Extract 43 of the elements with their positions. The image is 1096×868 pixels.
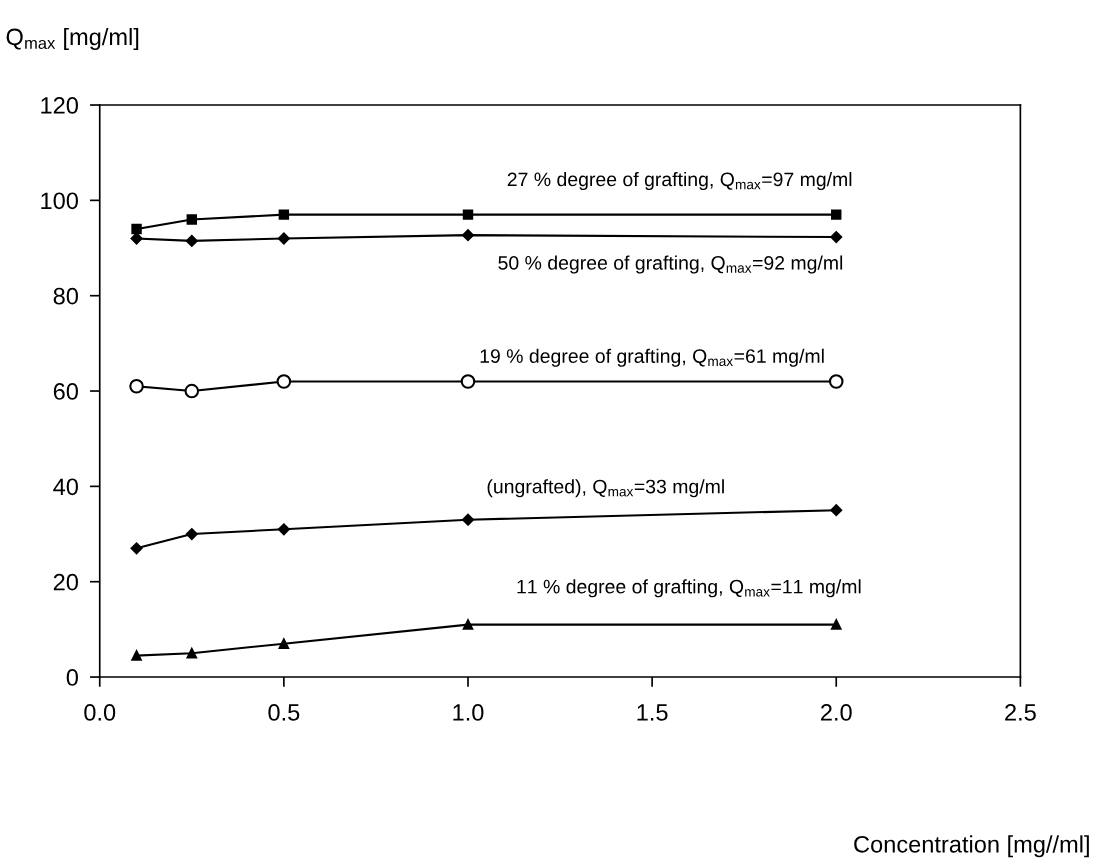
point	[276, 374, 292, 389]
x-tick-label: 1.5	[637, 704, 668, 721]
series-label: 11 % degree of grafting, Q$_{max}$=11 mg/ml	[517, 579, 861, 598]
x-tick-label: 0.0	[84, 704, 116, 721]
x-axis-title: Concentration [mg//ml]	[854, 835, 1089, 858]
point	[184, 383, 200, 399]
x-tick-label: 2.5	[1005, 704, 1036, 721]
point	[460, 374, 476, 389]
point	[130, 542, 143, 555]
point	[277, 523, 290, 536]
y-tick-label: 20	[53, 573, 78, 591]
y-axis-title: Q$_{max}$ [mg/ml]	[6, 27, 139, 50]
y-tick-label: 60	[53, 383, 78, 400]
point	[831, 209, 842, 220]
point	[462, 229, 474, 242]
point	[185, 528, 198, 540]
series-label: 19 % degree of grafting, Q$_{max}$=61 mg/ml	[480, 348, 824, 367]
point	[185, 234, 198, 247]
point	[462, 513, 474, 526]
point	[131, 223, 142, 235]
point	[129, 378, 144, 394]
series-label: (ungrafted), Q$_{max}$=33 mg/ml	[487, 479, 724, 498]
point	[831, 619, 842, 630]
point	[830, 504, 843, 517]
y-tick-label: 0	[66, 669, 78, 686]
point	[131, 650, 142, 661]
point	[462, 209, 474, 220]
point	[462, 619, 474, 630]
x-tick-label: 2.0	[821, 704, 852, 721]
y-tick-label: 40	[53, 478, 78, 496]
x-tick-label: 0.5	[268, 704, 300, 721]
point	[186, 214, 198, 225]
x-tick-label: 1.0	[453, 704, 484, 721]
point	[278, 638, 290, 649]
point	[828, 374, 844, 389]
y-tick-label: 100	[41, 192, 78, 210]
point	[830, 231, 843, 244]
y-tick-label: 120	[41, 97, 78, 114]
series-label: 50 % degree of grafting, Q$_{max}$=92 mg/ml	[498, 255, 843, 274]
y-tick-label: 80	[53, 287, 78, 305]
point	[277, 232, 290, 245]
series-label: 27 % degree of grafting, Q$_{max}$=97 mg/ml	[507, 171, 852, 191]
point	[278, 209, 290, 220]
